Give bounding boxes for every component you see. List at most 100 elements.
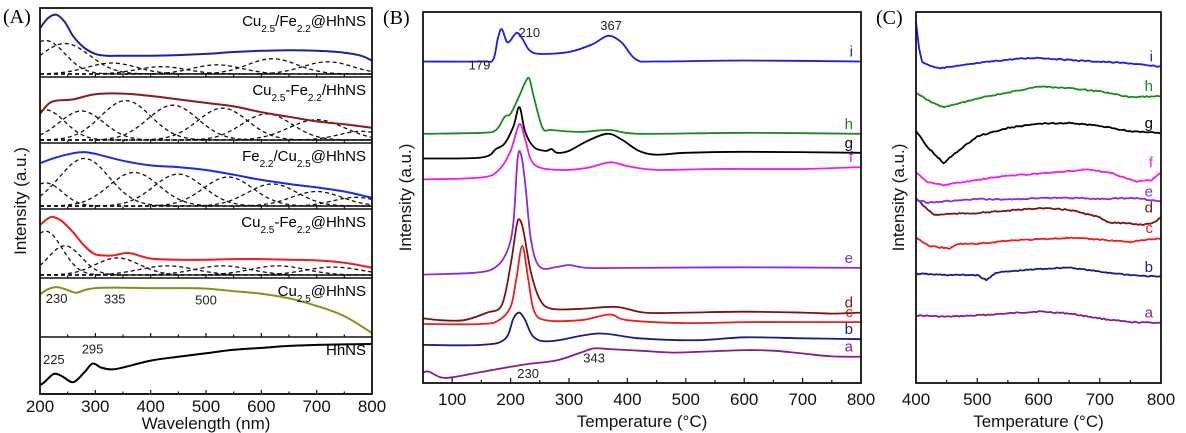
- subplot-0: Cu2.5/Fe2.2@HhNS: [39, 13, 373, 78]
- fit-peak-6: [40, 61, 373, 75]
- x-tick-label: 600: [730, 390, 758, 409]
- series-h-line: [422, 76, 862, 135]
- x-tick-label: 700: [788, 390, 816, 409]
- peak-annotation: 225: [43, 352, 65, 367]
- spectrum-curve: [39, 215, 373, 269]
- series-e-line: [915, 196, 1162, 204]
- series-d-line: [422, 218, 862, 322]
- series-d-label: d: [1145, 199, 1153, 216]
- series-e-line: [422, 150, 862, 276]
- fit-peak-0: [39, 39, 372, 75]
- fit-peak-0: [39, 230, 372, 276]
- x-axis-label: Temperature (°C): [973, 412, 1104, 431]
- subplot-5: HhNS 225 295: [39, 342, 373, 395]
- series-h-label: h: [845, 116, 853, 133]
- series-g-label: g: [1145, 115, 1153, 132]
- x-tick-label: 100: [438, 390, 466, 409]
- series-b-label: b: [1145, 259, 1153, 276]
- fit-peak-7: [40, 196, 373, 207]
- peak-annotation: 343: [583, 350, 605, 365]
- x-tick-label: 500: [672, 390, 700, 409]
- series-a-line: [915, 310, 1162, 325]
- series-f-line: [422, 123, 862, 181]
- spectrum-curve: [39, 343, 373, 386]
- y-axis-label: Intensity (a.u.): [396, 144, 415, 252]
- panel-label-a: (A): [3, 6, 31, 28]
- series-g-label: g: [845, 135, 853, 152]
- series-a-label: a: [1145, 305, 1154, 322]
- x-tick-label: 800: [1147, 390, 1175, 409]
- series-a-label: a: [845, 339, 854, 356]
- x-tick-label: 400: [136, 397, 164, 416]
- series-i-line: [422, 28, 862, 63]
- panel-a: (A) Cu2.5/Fe2.2@HhNS Cu2.5-Fe2.2/HhNS Fe2.2…: [3, 6, 386, 433]
- peak-annotation: 210: [518, 25, 540, 40]
- fit-peak-6: [40, 266, 373, 276]
- series-b-label: b: [845, 321, 853, 338]
- series-b-line: [422, 311, 862, 347]
- series-h-label: h: [1145, 78, 1153, 95]
- series-h-line: [915, 85, 1162, 109]
- subplot-3: Cu2.5-Fe2.2@HhNS: [39, 214, 373, 279]
- series-f-label: f: [849, 149, 854, 166]
- spectrum-curve: [39, 151, 373, 199]
- fit-peak-0: [39, 109, 372, 141]
- x-tick-label: 400: [613, 390, 641, 409]
- x-tick-label: 200: [496, 390, 524, 409]
- panel-label-c: (C): [876, 7, 903, 29]
- x-tick-label: 600: [1024, 390, 1052, 409]
- series-e-label: e: [1145, 183, 1153, 200]
- spectrum-curve: [39, 13, 373, 62]
- fit-peak-3: [40, 173, 372, 207]
- x-tick-label: 800: [358, 397, 386, 416]
- fit-peak-1: [39, 42, 372, 75]
- series-f-line: [915, 168, 1162, 187]
- y-axis-label: Intensity (a.u.): [11, 147, 30, 255]
- subplot-label: Cu2.5@HhNS: [278, 283, 366, 305]
- series-b-line: [915, 266, 1162, 282]
- peak-annotation: 230: [46, 291, 68, 306]
- x-tick-label: 600: [247, 397, 275, 416]
- fit-peak-2: [39, 99, 372, 141]
- series-i-label: i: [1150, 49, 1153, 66]
- subplot-label: HhNS: [326, 342, 366, 359]
- x-tick-label: 200: [26, 397, 54, 416]
- spectrum-curve: [39, 286, 373, 334]
- peak-annotation: 295: [82, 342, 104, 357]
- fit-peak-3: [40, 66, 372, 75]
- peak-annotation: 179: [469, 57, 491, 72]
- fit-peak-2: [40, 62, 372, 75]
- subplot-label: Fe2.2/Cu2.5@HhNS: [242, 148, 366, 170]
- fit-peak-5: [40, 113, 372, 141]
- series-c-label: c: [1146, 220, 1154, 237]
- series-g-line: [422, 106, 862, 160]
- plot-frame: [39, 7, 373, 395]
- plot-frame: [422, 11, 862, 384]
- x-tick-label: 700: [1086, 390, 1114, 409]
- series-i-label: i: [850, 43, 853, 60]
- subplot-2: Fe2.2/Cu2.5@HhNS: [39, 148, 373, 210]
- x-axis-label: Wavelength (nm): [142, 414, 271, 433]
- x-tick-label: 300: [81, 397, 109, 416]
- x-tick-label: 700: [302, 397, 330, 416]
- fit-peak-7: [40, 130, 373, 141]
- y-axis-label: Intensity (a.u.): [889, 144, 908, 252]
- x-tick-label: 300: [555, 390, 583, 409]
- subplot-label: Cu2.5/Fe2.2@HhNS: [242, 13, 366, 35]
- subplot-label: Cu2.5-Fe2.2@HhNS: [241, 214, 366, 236]
- x-axis-label: Temperature (°C): [577, 412, 708, 431]
- series-c-line: [915, 236, 1162, 250]
- fit-peak-1: [39, 110, 372, 141]
- x-tick-label: 500: [192, 397, 220, 416]
- x-tick-label: 500: [963, 390, 991, 409]
- series-g-line: [915, 121, 1162, 165]
- subplot-label: Cu2.5-Fe2.2/HhNS: [252, 82, 366, 104]
- x-tick-label: 400: [902, 390, 930, 409]
- peak-annotation: 335: [104, 292, 126, 307]
- peak-annotation: 500: [195, 293, 217, 308]
- series-c-line: [422, 245, 861, 326]
- panel-label-b: (B): [383, 7, 410, 29]
- series-a-line: [422, 347, 862, 379]
